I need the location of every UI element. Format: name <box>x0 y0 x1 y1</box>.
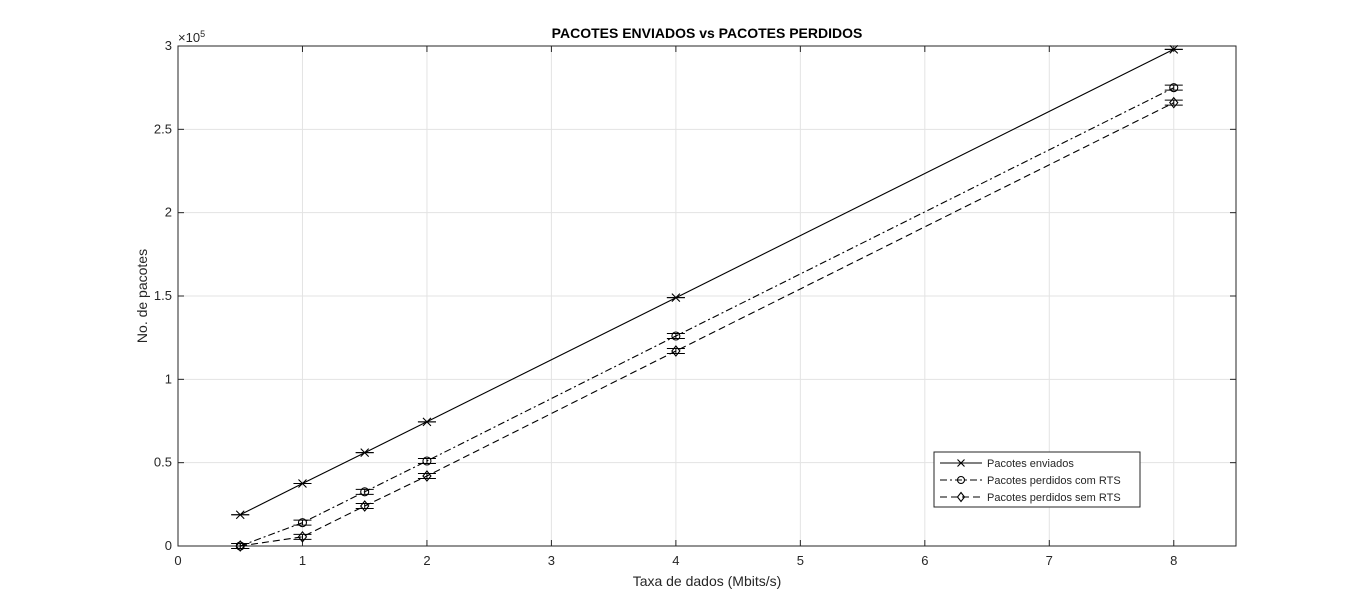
y-multiplier-exponent: 5 <box>200 29 205 39</box>
data-point-marker <box>422 456 432 466</box>
series-3 <box>231 96 1183 552</box>
series-line <box>240 87 1175 547</box>
legend: Pacotes enviados Pacotes perdidos com RTS… <box>933 451 1141 508</box>
data-point-marker <box>1169 96 1179 109</box>
legend-marker <box>956 475 966 485</box>
y-axis-label: No. de pacotes <box>134 249 150 343</box>
x-tick-label: 3 <box>548 553 555 568</box>
series-1 <box>231 44 1183 520</box>
series-line <box>240 102 1175 547</box>
legend-entry-2: Pacotes perdidos com RTS <box>940 475 1121 487</box>
data-point-marker <box>298 479 307 488</box>
x-tick-label: 1 <box>299 553 306 568</box>
x-tick-label: 8 <box>1170 553 1177 568</box>
data-point-marker <box>360 487 370 497</box>
y-tick-label: 1 <box>165 371 172 386</box>
data-point-marker <box>360 448 370 458</box>
series-layer <box>231 44 1183 552</box>
data-point-marker <box>1169 83 1179 93</box>
data-point-marker <box>671 331 681 341</box>
y-multiplier-label: ×105 <box>178 29 205 45</box>
data-point-marker <box>422 470 432 482</box>
y-tick-label: 2 <box>165 205 172 220</box>
legend-box <box>933 451 1141 508</box>
data-point-marker <box>297 518 308 528</box>
legend-marker <box>956 491 966 503</box>
data-point-marker <box>1169 44 1179 54</box>
legend-label: Pacotes enviados <box>987 458 1074 470</box>
legend-entry-3: Pacotes perdidos sem RTS <box>940 491 1121 504</box>
ticks: 0 1 2 3 4 5 6 7 8 0 0.5 1 1.5 2 2.5 3 <box>154 38 1236 568</box>
data-point-marker <box>422 417 432 427</box>
chart-title: PACOTES ENVIADOS vs PACOTES PERDIDOS <box>552 25 863 41</box>
x-tick-label: 2 <box>423 553 430 568</box>
y-tick-label: 0.5 <box>154 455 172 470</box>
x-axis-label: Taxa de dados (Mbits/s) <box>633 573 782 589</box>
y-multiplier-base: ×10 <box>178 30 200 45</box>
data-point-marker <box>235 540 245 552</box>
y-tick-label: 2.5 <box>154 121 172 136</box>
data-point-marker <box>671 345 681 357</box>
x-tick-label: 6 <box>921 553 928 568</box>
data-point-marker <box>671 293 681 303</box>
data-point-marker <box>297 530 308 543</box>
x-tick-label: 4 <box>672 553 679 568</box>
legend-entry-1: Pacotes enviados <box>940 458 1074 470</box>
legend-marker <box>957 459 965 467</box>
series-line <box>239 48 1175 516</box>
x-tick-label: 5 <box>797 553 804 568</box>
y-tick-label: 0 <box>165 538 172 553</box>
y-tick-label: 1.5 <box>154 288 172 303</box>
x-tick-label: 7 <box>1046 553 1053 568</box>
data-point-marker <box>360 500 370 512</box>
legend-label: Pacotes perdidos sem RTS <box>987 492 1121 504</box>
data-point-marker <box>235 510 245 520</box>
y-tick-label: 3 <box>165 38 172 53</box>
x-tick-label: 0 <box>174 553 181 568</box>
legend-label: Pacotes perdidos com RTS <box>987 475 1121 487</box>
